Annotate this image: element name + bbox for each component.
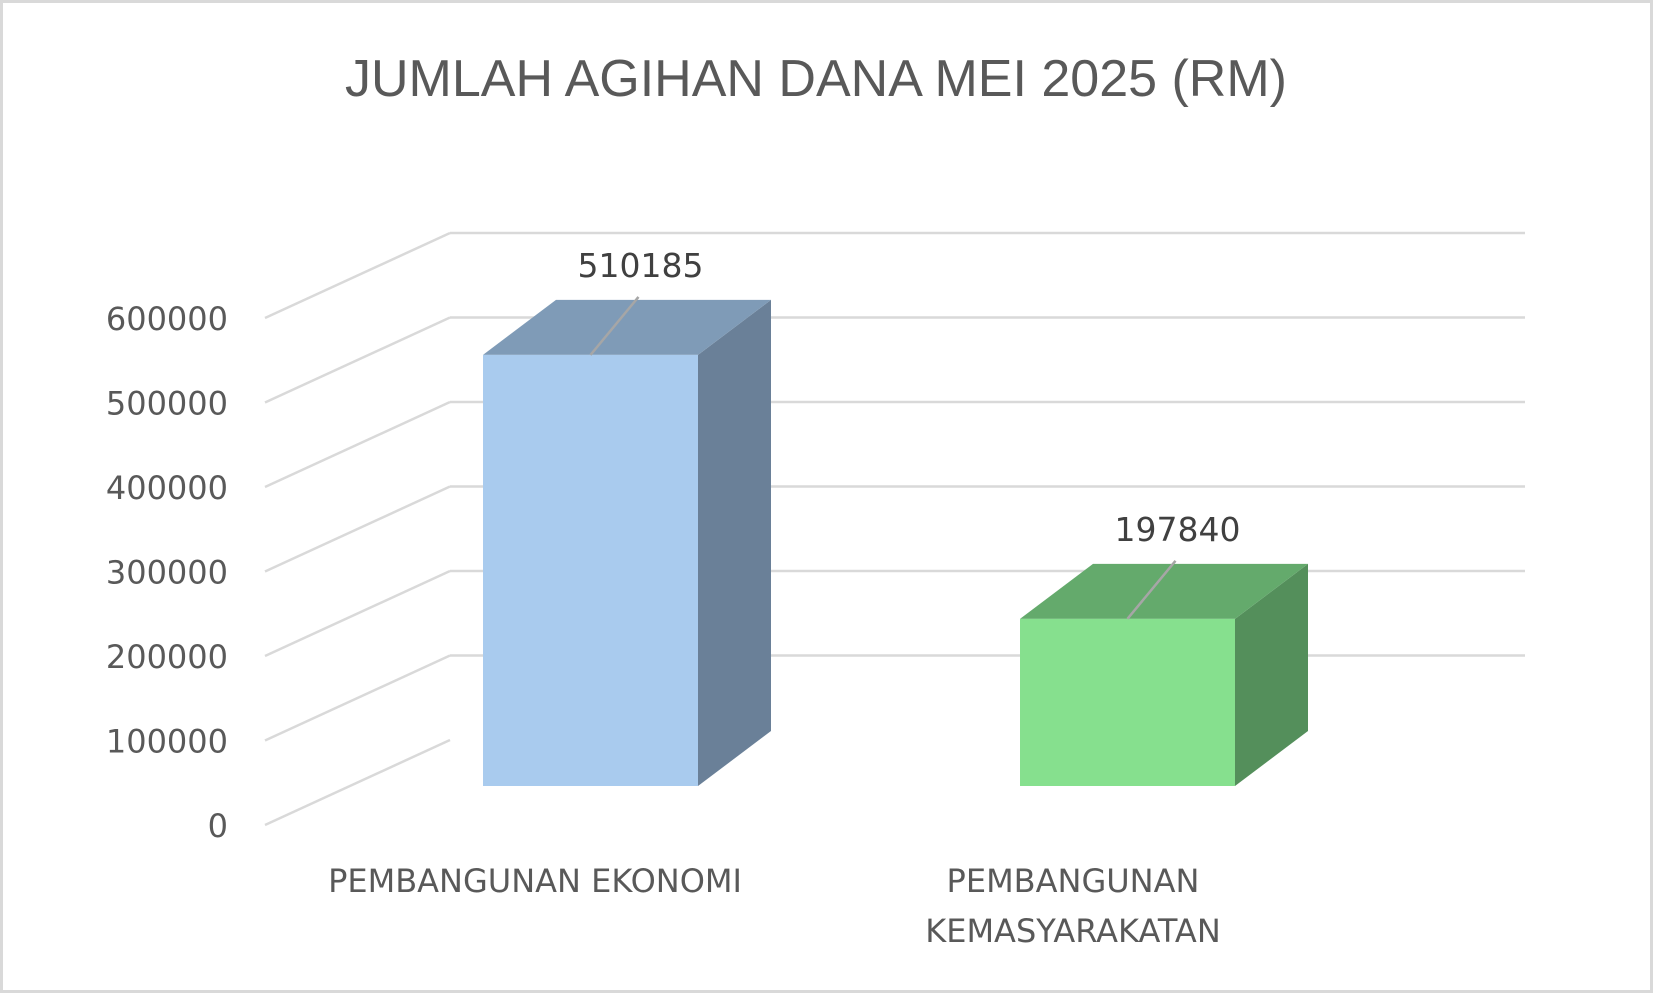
x-category-label: PEMBANGUNAN EKONOMI	[328, 862, 742, 900]
data-label-leader	[589, 296, 640, 356]
x-category-line: PEMBANGUNAN EKONOMI	[328, 862, 742, 900]
bar-side	[1235, 563, 1308, 786]
gridline-side	[264, 569, 451, 658]
gridlines	[264, 231, 1525, 827]
data-label: 510185	[578, 246, 704, 285]
y-tick-label: 400000	[106, 469, 228, 507]
y-tick-label: 0	[208, 807, 228, 845]
gridline-side	[264, 485, 451, 573]
gridline-side	[264, 400, 451, 489]
x-category-label: PEMBANGUNAN KEMASYARAKATAN	[925, 862, 1221, 950]
x-category-line: KEMASYARAKATAN	[925, 912, 1221, 950]
bars	[483, 299, 1308, 786]
chart-title: JUMLAH AGIHAN DANA MEI 2025 (RM)	[345, 50, 1287, 108]
y-tick-label: 500000	[106, 385, 228, 423]
bar-2	[1020, 563, 1308, 786]
bar-side	[698, 299, 771, 786]
x-axis-categories: PEMBANGUNAN EKONOMI PEMBANGUNAN KEMASYARAK…	[328, 862, 1221, 950]
data-labels: 510185 197840	[578, 246, 1241, 620]
data-label-leader	[1126, 560, 1177, 620]
gridline-side	[264, 316, 451, 404]
gridline-side	[264, 738, 451, 827]
x-category-line: PEMBANGUNAN	[947, 862, 1200, 900]
data-label: 197840	[1115, 510, 1241, 549]
y-tick-label: 300000	[106, 554, 228, 592]
gridline-side	[264, 654, 451, 742]
gridline-side	[264, 231, 451, 320]
bar-top	[1020, 563, 1308, 619]
bar-front	[483, 354, 698, 786]
bar-top	[483, 299, 771, 355]
y-tick-label: 100000	[106, 723, 228, 761]
y-tick-label: 600000	[106, 300, 228, 338]
y-tick-label: 200000	[106, 638, 228, 676]
y-axis-ticks: 0 100000 200000 300000 400000 500000 600000	[106, 300, 228, 845]
bar-1	[483, 299, 771, 786]
bar-front	[1020, 618, 1235, 786]
